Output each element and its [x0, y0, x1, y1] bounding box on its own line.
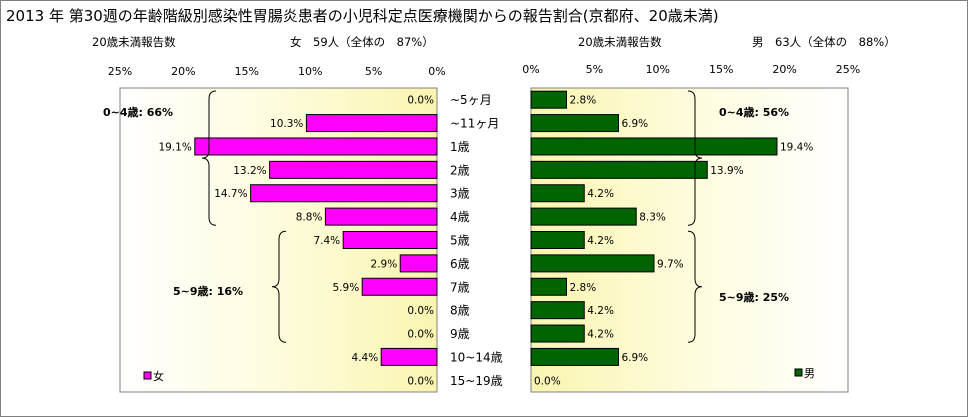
- male-bar: [530, 231, 585, 249]
- male-header-summary: 男 63人（全体の 88%）: [752, 35, 896, 49]
- male-value-label: 0.0%: [534, 375, 561, 387]
- male-x-tick-label: 5%: [586, 63, 603, 76]
- chart-title: 2013 年 第30週の年齢階級別感染性胃腸炎患者の小児科定点医療機関からの報告…: [6, 7, 719, 25]
- female-x-tick-label: 0%: [428, 65, 445, 78]
- male-value-label: 4.2%: [587, 188, 614, 200]
- male-value-label: 4.2%: [587, 235, 614, 247]
- male-x-tick-label: 20%: [772, 63, 796, 76]
- male-value-label: 2.8%: [570, 95, 597, 107]
- male-x-tick-label: 25%: [836, 63, 860, 76]
- male-value-label: 6.9%: [621, 352, 648, 364]
- category-label: ~11ヶ月: [450, 117, 499, 131]
- female-group-bracket: [271, 230, 287, 343]
- female-value-label: 2.9%: [371, 258, 398, 270]
- category-label: 8歳: [450, 304, 470, 318]
- male-bar: [530, 207, 637, 226]
- female-legend-swatch: [143, 371, 152, 380]
- category-label: 3歳: [450, 187, 470, 201]
- female-bar: [399, 254, 438, 273]
- male-legend-label: 男: [804, 367, 815, 380]
- male-group-label: 5~9歳: 25%: [719, 290, 789, 304]
- male-value-label: 4.2%: [587, 305, 614, 317]
- male-group-label: 0~4歳: 56%: [719, 105, 789, 119]
- category-label: 5歳: [450, 234, 470, 248]
- female-value-label: 13.2%: [233, 165, 266, 177]
- category-label: ~5ヶ月: [450, 93, 492, 107]
- male-value-label: 19.4%: [780, 141, 813, 153]
- category-label: 2歳: [450, 163, 470, 177]
- male-bar: [530, 114, 619, 133]
- male-value-label: 13.9%: [710, 165, 743, 177]
- male-value-label: 9.7%: [657, 258, 684, 270]
- male-value-label: 6.9%: [621, 118, 648, 130]
- male-x-tick-label: 10%: [646, 63, 670, 76]
- female-bar: [250, 184, 438, 203]
- female-bar: [194, 137, 438, 156]
- female-bar: [305, 114, 438, 133]
- male-value-label: 2.8%: [570, 282, 597, 294]
- male-bar: [530, 301, 585, 320]
- female-header-summary: 女 59人（全体の 87%）: [290, 35, 434, 49]
- male-group-bracket: [687, 230, 703, 343]
- female-bar: [324, 207, 438, 226]
- female-value-label: 0.0%: [407, 95, 434, 107]
- male-bar: [530, 184, 585, 203]
- female-value-label: 0.0%: [407, 329, 434, 341]
- female-bar: [361, 277, 438, 296]
- female-value-label: 19.1%: [158, 141, 191, 153]
- female-group-bracket: [201, 90, 217, 226]
- female-x-tick-label: 10%: [298, 65, 322, 78]
- category-label: 15~19歳: [450, 374, 503, 388]
- male-header-count-label: 20歳未満報告数: [578, 35, 662, 49]
- male-bar: [530, 160, 708, 179]
- female-bar: [342, 231, 438, 249]
- male-bar: [530, 90, 568, 109]
- male-value-label: 4.2%: [587, 329, 614, 341]
- female-bar: [380, 347, 438, 366]
- male-legend-swatch: [794, 368, 803, 377]
- category-label: 7歳: [450, 280, 470, 294]
- male-bar: [530, 347, 619, 366]
- female-x-tick-label: 15%: [235, 65, 259, 78]
- female-header-count-label: 20歳未満報告数: [92, 35, 176, 49]
- female-value-label: 5.9%: [333, 282, 360, 294]
- female-value-label: 4.4%: [352, 352, 379, 364]
- female-value-label: 0.0%: [407, 305, 434, 317]
- female-x-tick-label: 20%: [171, 65, 195, 78]
- category-label: 9歳: [450, 327, 470, 341]
- female-legend-label: 女: [153, 369, 164, 383]
- female-x-tick-label: 5%: [365, 65, 382, 78]
- female-bar: [269, 160, 438, 179]
- female-value-label: 8.8%: [296, 212, 323, 224]
- male-value-label: 8.3%: [639, 212, 666, 224]
- female-value-label: 0.0%: [407, 375, 434, 387]
- category-label: 6歳: [450, 257, 470, 271]
- female-group-label: 0~4歳: 66%: [103, 105, 173, 119]
- male-bar: [530, 137, 778, 156]
- male-group-bracket: [687, 90, 703, 226]
- male-bar: [530, 324, 585, 343]
- category-label: 4歳: [450, 210, 470, 224]
- female-value-label: 14.7%: [214, 188, 247, 200]
- category-label: 1歳: [450, 140, 470, 154]
- female-x-tick-label: 25%: [108, 65, 132, 78]
- male-bar: [530, 277, 568, 296]
- female-value-label: 10.3%: [270, 118, 303, 130]
- female-value-label: 7.4%: [313, 235, 340, 247]
- male-x-tick-label: 15%: [709, 63, 733, 76]
- male-x-tick-label: 0%: [522, 63, 539, 76]
- category-label: 10~14歳: [450, 350, 503, 364]
- male-bar: [530, 254, 655, 273]
- female-group-label: 5~9歳: 16%: [173, 284, 243, 298]
